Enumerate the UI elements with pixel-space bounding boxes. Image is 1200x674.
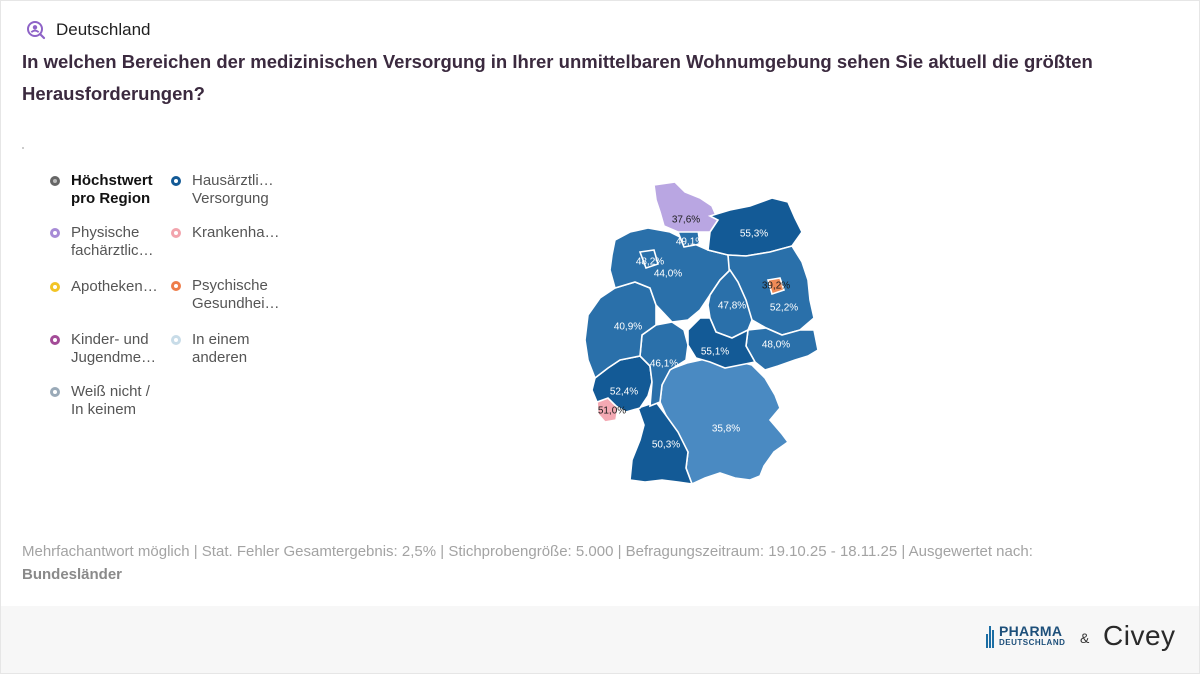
legend-dot — [171, 176, 181, 186]
legend-item-psychische-gesundheit[interactable]: Psychische Gesundhei… — [171, 277, 280, 313]
value-label-hamburg: 49,1% — [676, 237, 704, 248]
legend-dot — [50, 335, 60, 345]
state-baden-wuerttemberg[interactable] — [629, 401, 694, 485]
state-bremen[interactable] — [638, 249, 659, 270]
legend-item-hoechstwert[interactable]: Höchstwert pro Region — [50, 172, 153, 208]
state-thueringen[interactable] — [687, 317, 757, 369]
region-selector[interactable]: Deutschland — [26, 18, 151, 42]
pharma-logo-subtext: DEUTSCHLAND — [999, 638, 1066, 647]
value-label-hessen: 46,1% — [650, 359, 678, 370]
germany-map: 37,6% 49,1% 55,3% 48,2% 44,0% 39,2% 52,2% 47,8%… — [560, 170, 840, 510]
state-sachsen-anhalt[interactable] — [707, 268, 753, 339]
value-label-bremen: 48,2% — [636, 257, 664, 268]
question-title: In welchen Bereichen der medizinischen V… — [22, 51, 1093, 104]
civey-logo[interactable]: Civey — [1103, 620, 1176, 651]
legend-dot — [50, 387, 60, 397]
legend-dot — [50, 282, 60, 292]
value-label-sachsen-anhalt: 47,8% — [718, 301, 746, 312]
legend-dot — [50, 176, 60, 186]
legend-item-kinder-jugendmedizin[interactable]: Kinder- und Jugendme… — [50, 331, 156, 367]
value-label-mecklenburg-vorpommern: 55,3% — [740, 229, 768, 240]
value-label-berlin: 39,2% — [762, 281, 790, 292]
bottom-bar — [1, 606, 1199, 673]
footer-grouping: Bundesländer — [22, 566, 123, 583]
legend-dot — [171, 335, 181, 345]
pharma-bars-icon — [986, 626, 994, 648]
value-label-rheinland-pfalz: 52,4% — [610, 387, 638, 398]
state-berlin[interactable] — [766, 277, 786, 296]
logo-ampersand: & — [1080, 630, 1090, 646]
legend-dot — [171, 228, 181, 238]
value-label-nordrhein-westfalen: 40,9% — [614, 322, 642, 333]
legend-item-anderen[interactable]: In einem anderen — [171, 331, 250, 367]
value-label-th-ringen: 55,1% — [701, 347, 729, 358]
germany-map-svg: 37,6% 49,1% 55,3% 48,2%44,0% 39,2% 52,2% 47,8%… — [584, 181, 819, 486]
pharma-logo-text: PHARMA — [999, 623, 1063, 639]
divider-dot — [22, 147, 24, 149]
value-label-baden-w-rttemberg: 50,3% — [652, 440, 680, 451]
state-hessen[interactable] — [639, 321, 689, 408]
legend-item-weiss-nicht[interactable]: Weiß nicht / In keinem — [50, 383, 150, 419]
region-label: Deutschland — [56, 20, 151, 39]
legend: Höchstwert pro Region Hausärztli… Versorgu… — [50, 172, 310, 422]
legend-item-apotheken[interactable]: Apotheken… — [50, 278, 158, 296]
legend-dot — [50, 228, 60, 238]
legend-dot — [171, 281, 181, 291]
value-label-schleswig-holstein: 37,6% — [672, 215, 700, 226]
value-label-sachsen: 48,0% — [762, 340, 790, 351]
value-label-brandenburg: 52,2% — [770, 303, 798, 314]
legend-item-hausaerztlich[interactable]: Hausärztli… Versorgung — [171, 172, 274, 208]
search-user-icon — [26, 20, 46, 40]
legend-item-krankenhaus[interactable]: Krankenha… — [171, 224, 280, 242]
pharma-deutschland-logo[interactable]: PHARMA DEUTSCHLAND — [986, 623, 1066, 648]
value-label-niedersachsen: 44,0% — [654, 269, 682, 280]
legend-item-physische-fachaerztlich[interactable]: Physische fachärztlic… — [50, 224, 154, 260]
value-label-bayern: 35,8% — [712, 424, 740, 435]
value-label-saarland: 51,0% — [598, 406, 626, 417]
map-value-labels: 37,6% 49,1% 55,3% 48,2%44,0% 39,2% 52,2% 47,8%… — [598, 215, 798, 451]
footer-note: Mehrfachantwort möglich | Stat. Fehler G… — [22, 543, 1033, 583]
